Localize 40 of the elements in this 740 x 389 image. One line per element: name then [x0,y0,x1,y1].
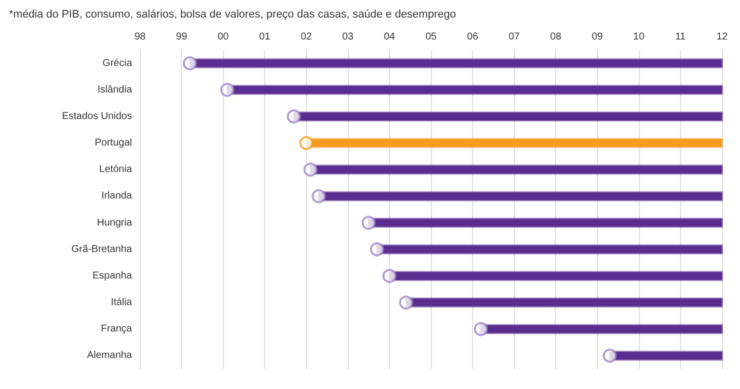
y-tick-label: Itália [110,297,132,308]
x-tick-label: 04 [384,32,396,42]
point [182,56,197,70]
x-tick-label: 05 [425,32,437,42]
point [602,348,617,363]
point [370,242,384,256]
point [220,82,234,97]
point [362,216,376,230]
x-tick-label: 99 [176,32,188,42]
x-tick-label: 12 [716,32,728,42]
x-tick-label: 08 [550,32,562,42]
y-tick-label: Irlanda [101,190,132,202]
y-tick-label: Portugal [94,138,132,149]
x-tick-label: 11 [675,32,686,42]
point [399,296,414,310]
y-tick-label: Espanha [92,270,132,282]
y-tick-label: Islândia [98,84,132,96]
point [312,189,326,204]
point [286,109,301,124]
y-tick-label: Alemanha [86,350,132,362]
x-tick-label: 98 [134,32,146,42]
chart-subtitle: *média do PIB, consumo, salários, bolsa de valores, preço das casas, saúde e desemprego [9,8,456,20]
y-tick-label: Hungria [96,217,132,228]
y-tick-label: Grã-Bretanha [71,244,132,255]
point [299,136,314,150]
x-tick-label: 02 [300,32,312,42]
y-tick-label: Estados Unidos [62,110,132,122]
y-tick-label: Grécia [102,58,132,69]
x-tick-label: 00 [218,32,230,42]
y-tick-label: Letónia [99,164,132,176]
x-tick-label: 07 [508,32,520,42]
x-tick-label: 09 [592,32,604,42]
x-tick-label: 06 [467,32,479,42]
point [474,322,488,336]
point [303,162,318,177]
x-tick-label: 10 [633,32,645,42]
x-tick-label: 03 [342,32,354,42]
x-tick-label: 01 [259,32,271,42]
point [382,268,396,283]
y-tick-label: França [100,324,132,335]
